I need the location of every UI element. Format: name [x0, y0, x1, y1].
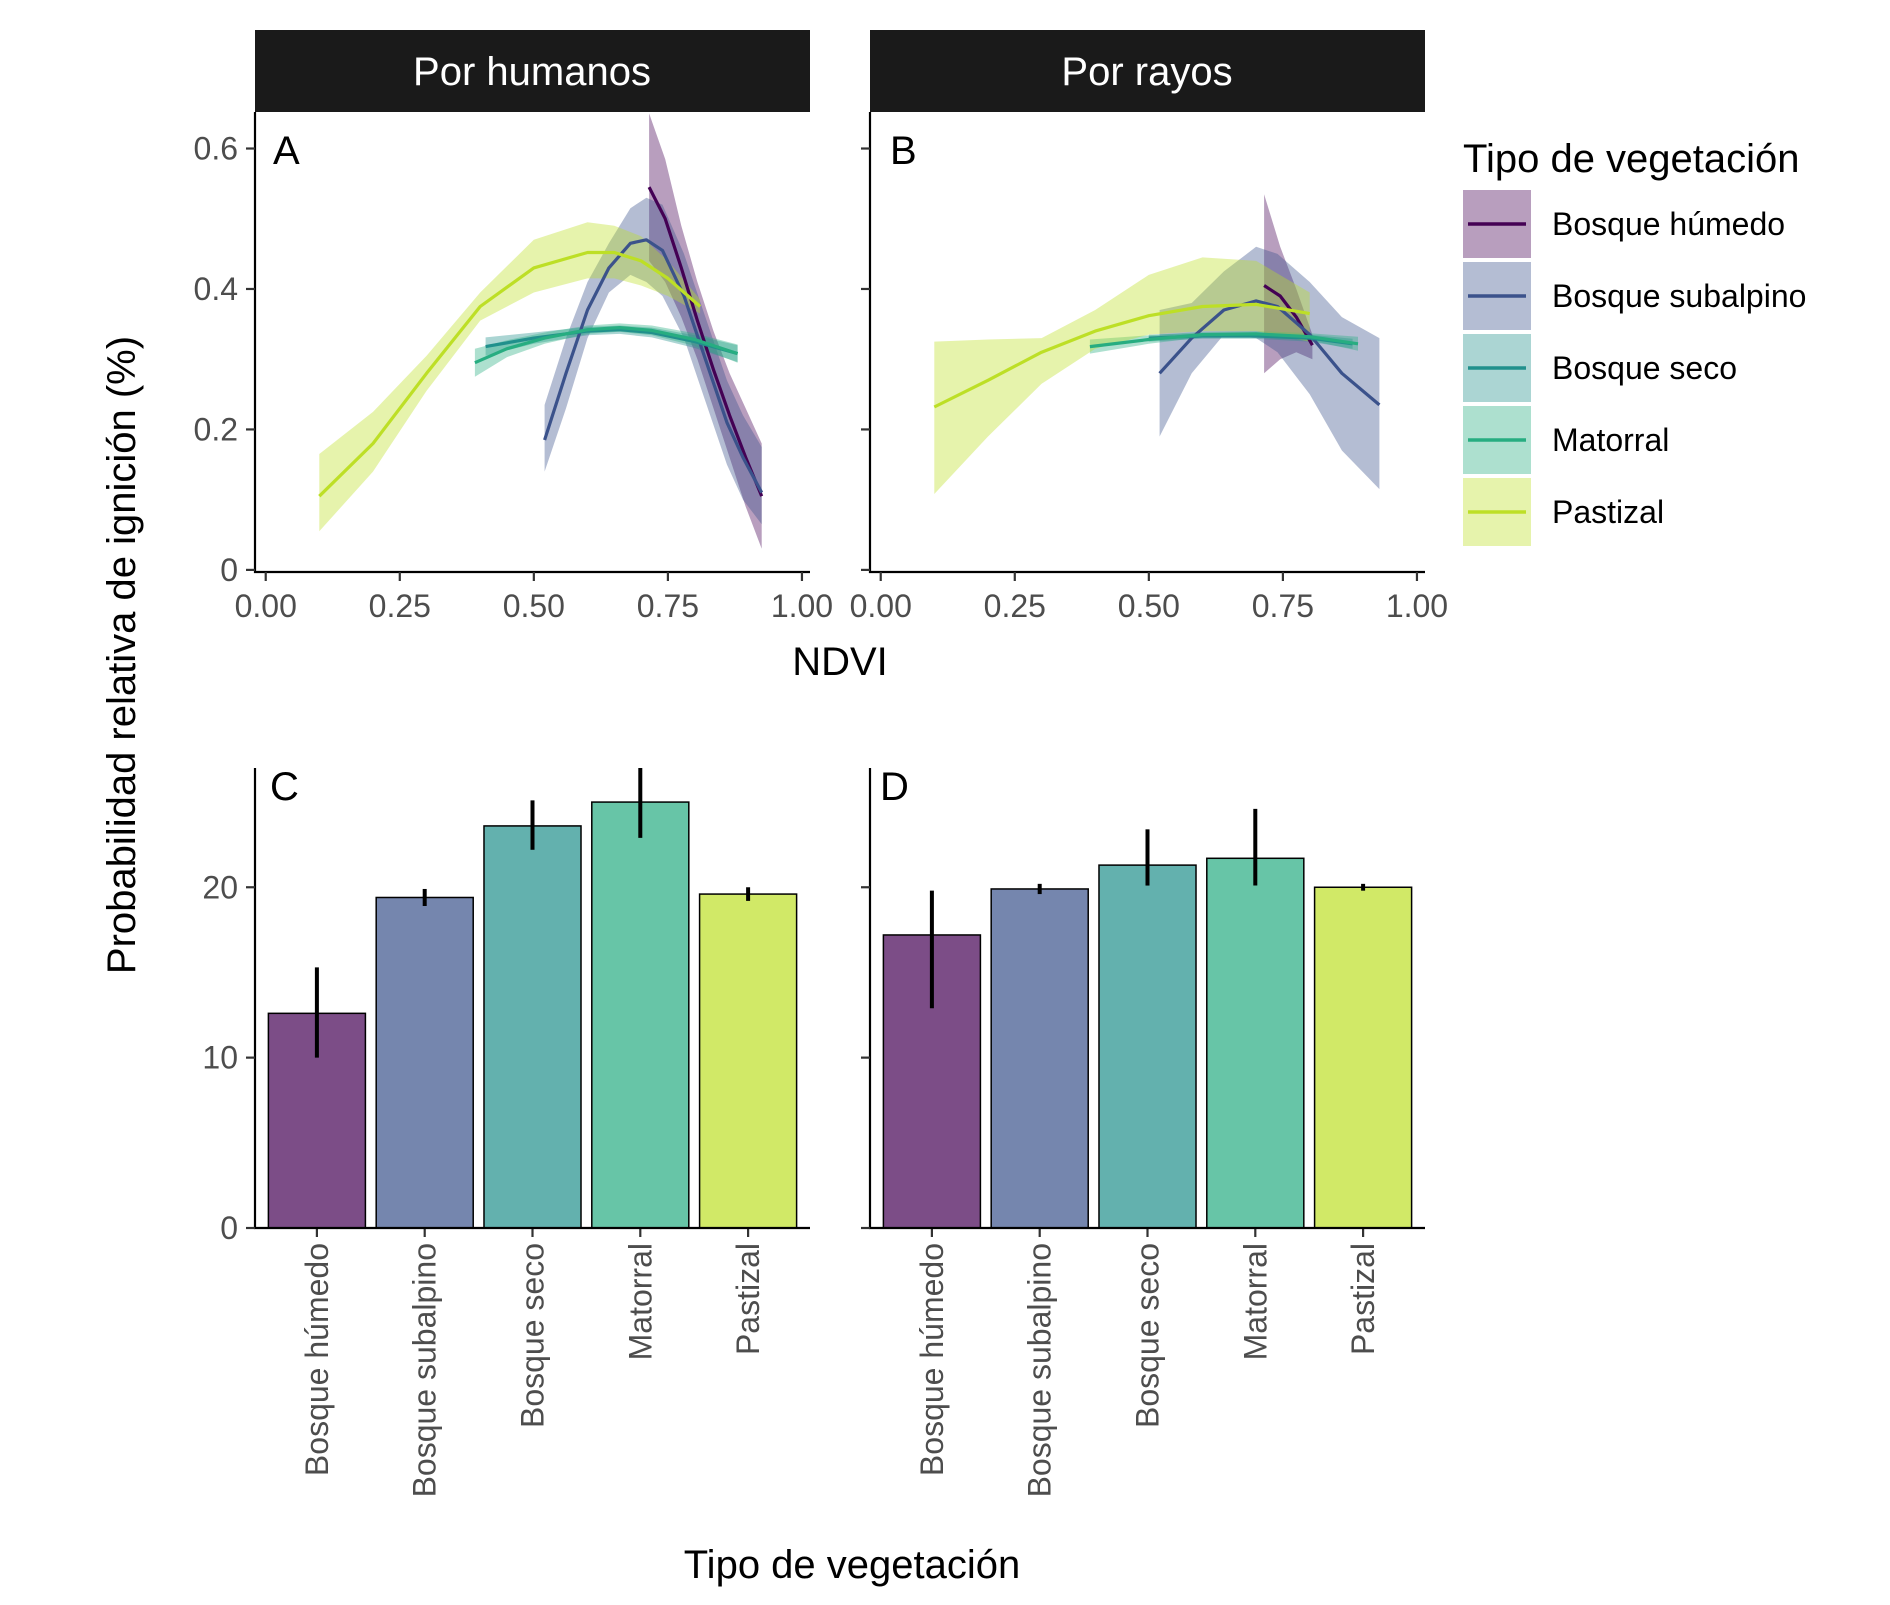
x-tick-label-bosque-subalpino: Bosque subalpino: [407, 1243, 443, 1497]
strip-label-por-humanos: Por humanos: [413, 50, 651, 94]
x-tick-label-bosque-humedo: Bosque húmedo: [914, 1243, 950, 1476]
x-tick-label: 0.75: [1252, 588, 1314, 624]
panel-b-plot: 0.00 0.25 0.50 0.75 1.00: [850, 112, 1448, 624]
panel-tag-d: D: [880, 765, 909, 809]
legend-label-bosque-seco: Bosque seco: [1552, 350, 1737, 386]
x-tick-label: 0.50: [1118, 588, 1180, 624]
trend-line-bosque-seco: [485, 328, 739, 356]
x-tick-label-matorral: Matorral: [1237, 1243, 1273, 1360]
y-tick-label: 0.4: [194, 271, 238, 307]
y-tick-label: 0: [220, 552, 238, 588]
x-tick-label: 0.75: [637, 588, 699, 624]
trend-line-bosque-subalpino: [543, 238, 764, 494]
trend-line-pastizal: [318, 250, 702, 498]
x-tick-label: 0.25: [369, 588, 431, 624]
x-tick-label-bosque-humedo: Bosque húmedo: [299, 1243, 335, 1476]
x-tick-label-matorral: Matorral: [622, 1243, 658, 1360]
y-tick-label: 0.2: [194, 411, 238, 447]
y-tick-label: 0.6: [194, 131, 238, 167]
axis-lines: [868, 112, 1425, 574]
x-tick-label-bosque-seco: Bosque seco: [1130, 1243, 1166, 1428]
panel-d-plot: Bosque húmedo Bosque subalpino Bosque seco…: [861, 768, 1425, 1497]
trend-line-matorral: [474, 326, 739, 365]
ci-band-pastizal: [319, 222, 701, 532]
x-tick-label: 0.00: [235, 588, 297, 624]
y-tick-label: 10: [202, 1040, 238, 1076]
panel-c-plot: Bosque húmedo Bosque subalpino Bosque seco…: [202, 768, 810, 1497]
bar-pastizal: [1313, 886, 1413, 1229]
legend-title: Tipo de vegetación: [1463, 137, 1800, 181]
x-tick-label: 0.25: [984, 588, 1046, 624]
y-tick-label: 0: [220, 1210, 238, 1246]
x-tick-label-bosque-subalpino: Bosque subalpino: [1022, 1243, 1058, 1497]
x-tick-label-bosque-seco: Bosque seco: [515, 1243, 551, 1428]
legend: Tipo de vegetación Bosque húmedo Bosque s…: [1463, 137, 1806, 546]
x-tick-label-pastizal: Pastizal: [1345, 1243, 1381, 1355]
trend-line-matorral: [1089, 332, 1359, 349]
y-tick-label: 20: [202, 869, 238, 905]
x-tick-label: 1.00: [771, 588, 833, 624]
trend-line-bosque-subalpino: [1158, 299, 1381, 407]
x-tick-label-pastizal: Pastizal: [730, 1243, 766, 1355]
legend-label-matorral: Matorral: [1552, 422, 1669, 458]
bar-pastizal: [698, 893, 798, 1229]
strip-por-humanos: [255, 30, 810, 112]
ci-band-pastizal: [934, 257, 1310, 494]
legend-label-pastizal: Pastizal: [1552, 494, 1664, 530]
trend-line-pastizal: [933, 302, 1310, 409]
panel-tag-c: C: [270, 765, 299, 809]
x-axis-title-ndvi: NDVI: [792, 640, 888, 684]
bar-matorral: [1206, 857, 1305, 1229]
panel-tag-a: A: [273, 129, 300, 173]
bar-bosque-seco: [1098, 864, 1197, 1229]
axis-lines: [253, 112, 810, 574]
strip-por-rayos: [870, 30, 1425, 112]
bar-bosque-subalpino: [990, 888, 1089, 1229]
panel-tag-b: B: [890, 129, 917, 173]
ci-band-bosque-subalpino: [544, 197, 762, 525]
x-tick-label: 0.00: [850, 588, 912, 624]
y-axis-title: Probabilidad relativa de ignición (%): [100, 336, 144, 974]
bar-matorral: [591, 801, 690, 1229]
x-tick-label: 1.00: [1386, 588, 1448, 624]
bar-bosque-subalpino: [375, 896, 474, 1229]
legend-label-bosque-humedo: Bosque húmedo: [1552, 206, 1785, 242]
panel-a-plot: 0 0.2 0.4 0.6 0.00 0.25 0.50 0.75 1.00: [194, 112, 833, 624]
x-tick-label: 0.50: [503, 588, 565, 624]
bar-bosque-seco: [483, 825, 582, 1229]
x-axis-title-tipo: Tipo de vegetación: [684, 1543, 1021, 1587]
legend-label-bosque-subalpino: Bosque subalpino: [1552, 278, 1806, 314]
strip-label-por-rayos: Por rayos: [1061, 50, 1232, 94]
